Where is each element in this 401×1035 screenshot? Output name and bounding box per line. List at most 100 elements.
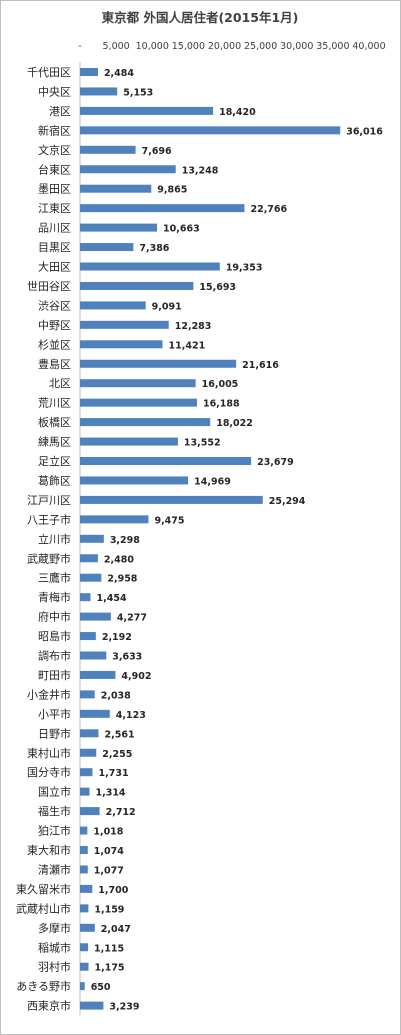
category-label: 小平市: [38, 707, 71, 721]
bar: [80, 807, 100, 816]
x-tick-label: 20,000: [208, 41, 241, 52]
value-label: 25,294: [269, 496, 306, 507]
bar: [80, 982, 85, 991]
value-label: 1,077: [94, 865, 124, 876]
category-label: 調布市: [38, 649, 71, 663]
value-label: 13,248: [182, 165, 219, 176]
bar: [80, 573, 102, 582]
category-label: 墨田区: [38, 183, 71, 196]
x-tick-label: 15,000: [172, 41, 205, 52]
bar: [80, 962, 89, 971]
category-label: 新宿区: [38, 123, 71, 137]
value-label: 18,022: [216, 418, 253, 429]
value-label: 3,239: [109, 1002, 139, 1013]
category-label: あきる野市: [16, 979, 71, 993]
bar: [80, 495, 263, 504]
category-label: 品川区: [38, 222, 71, 235]
bar: [80, 884, 93, 893]
bar: [80, 729, 99, 738]
bar: [80, 651, 107, 660]
value-label: 7,696: [142, 146, 172, 157]
bar: [80, 457, 252, 465]
category-label: 足立区: [38, 454, 71, 468]
value-label: 13,552: [184, 438, 221, 449]
category-label: 八王子市: [27, 512, 71, 526]
value-label: 1,074: [94, 846, 124, 857]
category-label: 板橋区: [38, 415, 71, 429]
bar: [80, 223, 158, 232]
x-axis-tick-labels: - 5,000 10,000 15,000 20,000 25,000 30,000 35,0…: [78, 41, 385, 52]
value-label: 9,091: [152, 301, 182, 312]
bar: [80, 534, 104, 543]
bar: [80, 340, 163, 349]
category-label: 練馬区: [38, 435, 71, 449]
value-label: 3,633: [112, 652, 142, 663]
bar: [80, 787, 90, 796]
bar: [80, 846, 88, 854]
value-label: 2,192: [102, 632, 132, 643]
category-label: 三鷹市: [38, 571, 71, 585]
category-label: 港区: [49, 105, 71, 118]
value-label: 2,712: [106, 807, 136, 818]
bar: [80, 165, 176, 174]
value-label: 16,188: [203, 399, 240, 410]
bar: [80, 301, 146, 310]
value-label: 2,561: [105, 729, 135, 740]
bar: [80, 748, 97, 757]
bar: [80, 145, 136, 154]
value-label: 2,484: [104, 68, 134, 79]
value-label: 21,616: [242, 360, 279, 371]
bar: [80, 262, 220, 271]
bar: [80, 243, 134, 252]
value-label: 2,038: [101, 690, 131, 701]
bar: [80, 106, 214, 115]
category-label: 国立市: [38, 785, 71, 799]
value-label: 2,255: [102, 749, 132, 760]
bar: [80, 126, 341, 135]
bars: [80, 68, 341, 1010]
x-tick-label: 5,000: [103, 41, 130, 52]
bar: [80, 379, 196, 388]
category-label: 東久留米市: [16, 882, 71, 896]
value-label: 14,969: [194, 476, 231, 487]
value-label: 12,283: [175, 321, 212, 332]
value-label: 2,480: [104, 554, 134, 565]
value-label: 36,016: [346, 126, 383, 137]
value-label: 4,123: [116, 710, 146, 721]
x-tick-label: 30,000: [280, 41, 313, 52]
bar: [80, 709, 110, 718]
category-label: 江東区: [38, 202, 71, 215]
category-label: 武蔵野市: [27, 551, 71, 565]
bar: [80, 204, 245, 213]
category-label: 稲城市: [38, 940, 71, 954]
value-label: 1,159: [94, 904, 124, 915]
category-label: 文京区: [38, 143, 71, 157]
category-label: 町田市: [38, 668, 71, 682]
value-label: 1,314: [95, 788, 125, 799]
bar: [80, 943, 89, 952]
bar: [80, 418, 211, 427]
bar: [80, 437, 178, 446]
category-label: 多摩市: [38, 921, 71, 935]
category-label: 福生市: [38, 804, 71, 818]
category-label: 台東区: [38, 162, 71, 176]
bar: [80, 865, 88, 874]
value-label: 1,018: [93, 827, 123, 838]
category-label: 昭島市: [38, 629, 71, 643]
bar: [80, 359, 237, 368]
bar: [80, 515, 149, 524]
value-label: 22,766: [250, 204, 287, 215]
category-label: 大田区: [38, 260, 71, 274]
category-label: 日野市: [38, 726, 71, 740]
bar: [80, 398, 197, 407]
value-label: 4,902: [121, 671, 151, 682]
bar: [80, 554, 98, 563]
value-label: 16,005: [202, 379, 239, 390]
category-label: 狛江市: [38, 824, 71, 838]
category-label: 立川市: [38, 532, 71, 546]
category-label: 杉並区: [38, 337, 71, 351]
value-label: 7,386: [139, 243, 169, 254]
bar: [80, 923, 95, 932]
bar: [80, 826, 88, 835]
